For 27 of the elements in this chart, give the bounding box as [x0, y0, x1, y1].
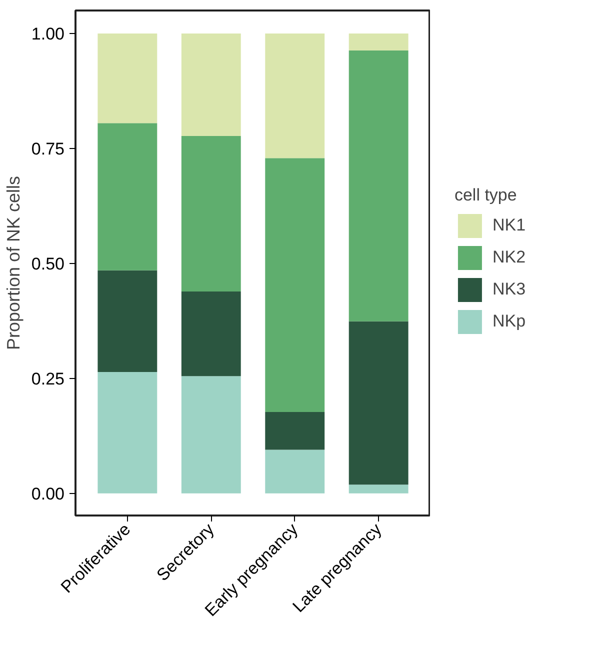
bar — [348, 33, 408, 51]
y-tick-label: 0.50 — [31, 254, 65, 274]
y-tick-label: 0.25 — [31, 369, 65, 388]
legend-label: NK2 — [492, 247, 526, 267]
legend-label: NK3 — [492, 279, 526, 299]
bar — [98, 372, 158, 494]
y-tick-label: 1.00 — [31, 24, 65, 44]
bar — [348, 321, 408, 485]
bar — [265, 412, 325, 450]
bar — [98, 270, 158, 372]
bar — [181, 33, 241, 136]
bar — [348, 50, 408, 322]
bar — [265, 450, 325, 494]
y-axis-title: Proportion of NK cells — [3, 176, 24, 350]
bar — [265, 33, 325, 158]
bar — [98, 123, 158, 270]
y-tick-label: 0.00 — [31, 484, 65, 504]
bar — [98, 33, 158, 124]
legend-label: NK1 — [492, 215, 526, 235]
bar — [181, 376, 241, 494]
legend-title: cell type — [454, 185, 518, 205]
bar — [265, 158, 325, 412]
legend-label: NKp — [492, 311, 526, 331]
y-tick-label: 0.75 — [31, 139, 65, 158]
bar — [181, 292, 241, 376]
bar — [348, 484, 408, 494]
bar — [181, 136, 241, 292]
